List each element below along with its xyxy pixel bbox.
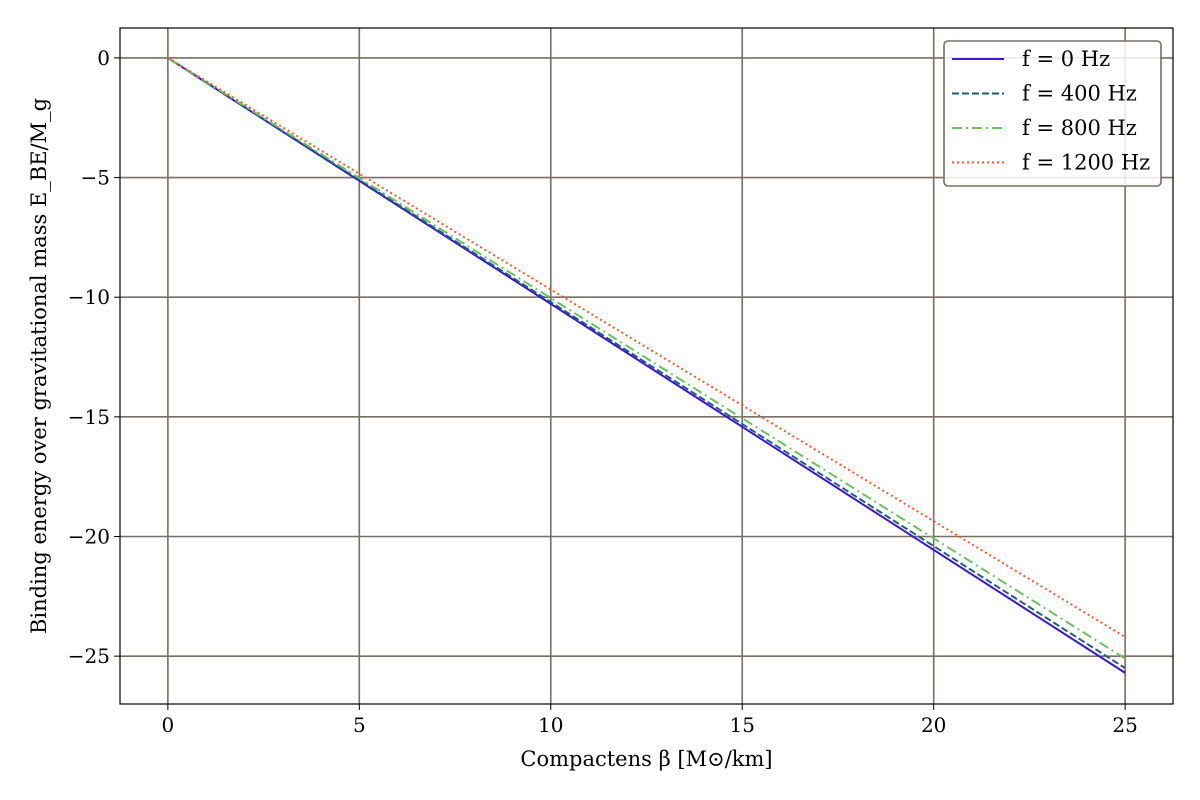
x-ticks: 0 5 10 15 20 25: [161, 704, 1138, 737]
legend-label: f = 800 Hz: [1022, 116, 1137, 140]
x-tick-label: 5: [353, 713, 366, 737]
series-lines: [167, 57, 1126, 674]
x-tick-label: 15: [730, 713, 755, 737]
series-line: [167, 57, 1126, 674]
x-tick-label: 0: [161, 713, 174, 737]
y-tick-label: −20: [68, 524, 110, 548]
y-tick-label: −25: [68, 644, 110, 668]
x-axis-label: Compactens β [M⊙/km]: [520, 747, 772, 771]
plot-frame: [119, 27, 1174, 705]
legend: f = 0 Hz f = 400 Hz f = 800 Hz f = 1200 Hz: [943, 40, 1162, 187]
x-tick-label: 10: [538, 713, 563, 737]
y-axis-label-text: Binding energy over gravitational mass E…: [27, 98, 51, 634]
y-tick-label: −5: [81, 166, 110, 190]
y-axis-label: Binding energy over gravitational mass E…: [27, 98, 51, 634]
y-tick-label: −10: [68, 285, 110, 309]
legend-label: f = 400 Hz: [1022, 82, 1137, 106]
legend-box: [943, 40, 1162, 187]
y-tick-label: 0: [97, 46, 110, 70]
x-tick-label: 25: [1112, 713, 1137, 737]
y-tick-label: −15: [68, 405, 110, 429]
series-line: [167, 57, 1126, 669]
x-tick-label: 20: [921, 713, 946, 737]
series-line: [167, 57, 1126, 660]
series-line: [167, 57, 1126, 638]
x-axis-label-text: Compactens β [M⊙/km]: [520, 747, 772, 771]
legend-label: f = 0 Hz: [1022, 47, 1110, 71]
legend-label: f = 1200 Hz: [1022, 151, 1150, 175]
y-ticks: 0 −5 −10 −15 −20 −25: [68, 46, 120, 668]
